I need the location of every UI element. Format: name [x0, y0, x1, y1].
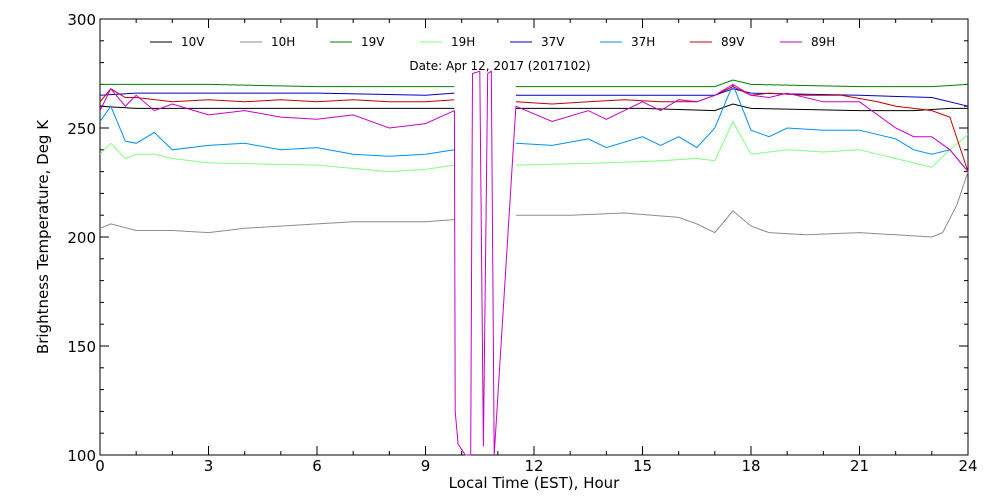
- y-tick-label: 250: [67, 120, 96, 138]
- legend-label-37v: 37V: [541, 35, 565, 49]
- legend-label-10h: 10H: [271, 35, 295, 49]
- series-lines: [99, 70, 969, 456]
- legend-label-89h: 89H: [811, 35, 835, 49]
- x-tick-label: 6: [312, 457, 322, 475]
- legend-label-19h: 19H: [451, 35, 475, 49]
- legend-label-89v: 89V: [721, 35, 745, 49]
- series-line-10h: [99, 171, 969, 238]
- x-tick-label: 3: [204, 457, 214, 475]
- y-tick-label: 150: [67, 338, 96, 356]
- legend-label-19v: 19V: [361, 35, 385, 49]
- legend-label-37h: 37H: [631, 35, 655, 49]
- series-line-89v: [99, 86, 969, 172]
- y-tick-label: 300: [67, 11, 96, 29]
- x-tick-label: 21: [850, 457, 869, 475]
- legend: 10V 10H 19V 19H 37V 37H 89V 89H: [150, 35, 835, 49]
- y-axis-title: Brightness Temperature, Deg K: [34, 119, 52, 354]
- y-tick-label: 100: [67, 447, 96, 465]
- x-tick-label: 12: [524, 457, 543, 475]
- series-line-10v: [99, 103, 968, 112]
- y-tick-label: 200: [67, 229, 96, 247]
- series-line-89h: [99, 70, 969, 456]
- axis-ticks: 0 3 6 9 12 15 18 21 24 100 150 200 250 300: [67, 11, 977, 475]
- x-tick-label: 9: [421, 457, 431, 475]
- x-tick-label: 0: [95, 457, 105, 475]
- x-tick-label: 18: [741, 457, 760, 475]
- series-line-19h: [99, 120, 969, 173]
- x-tick-label: 15: [633, 457, 652, 475]
- legend-label-10v: 10V: [181, 35, 205, 49]
- x-tick-label: 24: [958, 457, 977, 475]
- x-axis-title: Local Time (EST), Hour: [449, 474, 620, 492]
- series-line-37v: [99, 88, 969, 107]
- chart-subtitle: Date: Apr 12, 2017 (2017102): [409, 59, 590, 73]
- series-line-37h: [99, 83, 969, 172]
- series-line-19v: [100, 79, 969, 88]
